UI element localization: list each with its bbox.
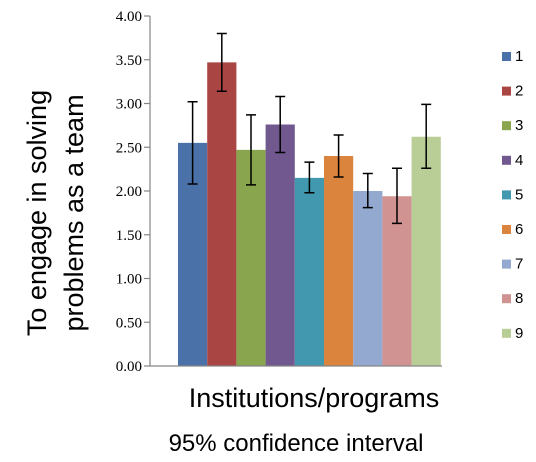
- legend-label: 3: [515, 117, 523, 134]
- legend-item-1: 1: [502, 48, 523, 65]
- y-tick-label: 0.00: [116, 359, 142, 375]
- legend-swatch: [502, 52, 511, 61]
- legend-item-6: 6: [502, 221, 523, 238]
- bar-5: [294, 177, 324, 366]
- legend-swatch: [502, 328, 511, 338]
- legend-label: 4: [515, 152, 523, 169]
- error-bar-4: [275, 95, 286, 154]
- error-bar-6: [333, 134, 344, 178]
- legend-item-7: 7: [502, 256, 523, 273]
- bar-9: [411, 136, 441, 366]
- legend-item-2: 2: [502, 83, 523, 100]
- legend-swatch: [502, 294, 511, 304]
- legend-swatch: [502, 190, 511, 200]
- error-bar-9: [421, 103, 432, 169]
- legend-swatch: [502, 259, 511, 269]
- legend-item-4: 4: [502, 152, 523, 169]
- x-axis-title: Institutions/programs: [189, 383, 440, 413]
- legend-item-5: 5: [502, 186, 523, 203]
- bar-6: [324, 156, 354, 366]
- bars-layer: [178, 62, 441, 366]
- y-axis-title-line-2: problems as a team: [59, 94, 89, 331]
- bar-7: [353, 191, 383, 366]
- legend-swatch: [502, 225, 511, 234]
- bar-3: [236, 149, 266, 366]
- y-ticks-layer: 0.00 0.50 1.00 1.50 2.00 2.50 3.00 3.50 4.00: [116, 9, 150, 375]
- y-tick-label: 3.50: [116, 53, 142, 69]
- legend-label: 2: [515, 83, 523, 100]
- y-axis-title-line-1: To engage in solving: [22, 90, 52, 336]
- error-bar-5: [304, 161, 315, 194]
- legend-item-8: 8: [502, 290, 523, 307]
- legend-label: 1: [515, 48, 523, 65]
- error-bar-3: [246, 114, 256, 186]
- confidence-caption: 95% confidence interval: [169, 430, 424, 457]
- legend-label: 9: [515, 325, 523, 342]
- legend-label: 8: [515, 290, 523, 307]
- y-tick-label: 1.00: [116, 272, 142, 288]
- error-bar-8: [392, 167, 402, 225]
- y-tick-label: 2.50: [116, 140, 142, 156]
- legend-swatch: [502, 86, 511, 96]
- legend-label: 6: [515, 221, 523, 238]
- y-tick-label: 0.50: [116, 315, 142, 331]
- bar-4: [265, 124, 295, 366]
- y-tick-label: 1.50: [116, 228, 142, 244]
- legend-item-3: 3: [502, 117, 523, 134]
- legend: 1 2 3 4 5 6 7 8 9: [502, 48, 523, 342]
- error-bar-2: [216, 32, 227, 92]
- legend-item-9: 9: [502, 325, 523, 342]
- legend-swatch: [502, 155, 511, 165]
- bar-2: [207, 62, 237, 366]
- legend-label: 7: [515, 256, 523, 273]
- error-bar-7: [362, 172, 373, 209]
- y-tick-label: 4.00: [116, 9, 142, 25]
- bar-8: [382, 196, 412, 366]
- y-tick-label: 3.00: [116, 97, 142, 113]
- legend-swatch: [502, 121, 511, 131]
- y-tick-label: 2.00: [116, 184, 142, 200]
- error-bars-layer: [187, 32, 432, 225]
- error-bar-1: [187, 101, 198, 185]
- legend-label: 5: [515, 186, 523, 203]
